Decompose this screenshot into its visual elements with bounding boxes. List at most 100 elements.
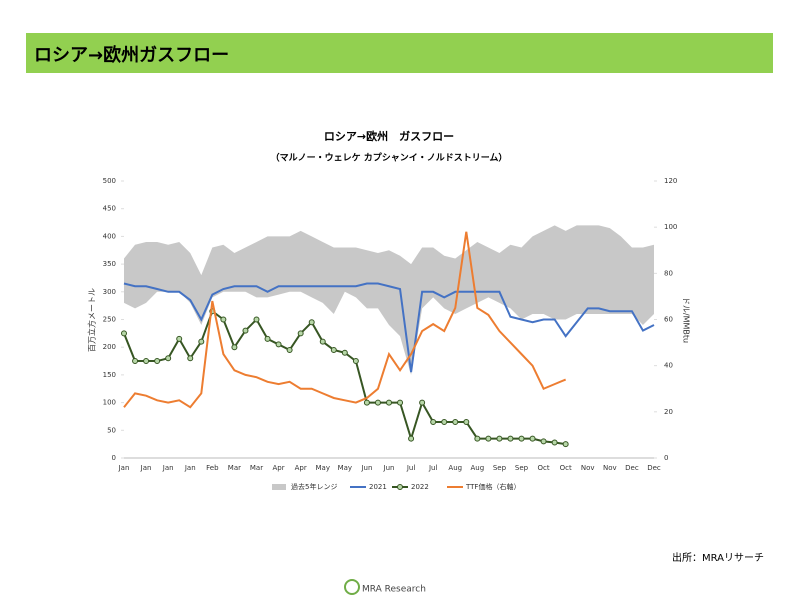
series-marker [419,399,426,406]
y-tick-label: 300 [103,288,116,296]
y-tick-label: 150 [103,371,116,379]
x-tick-label: Sep [493,464,507,472]
x-tick-label: May [338,464,352,472]
x-tick-label: Jun [360,464,372,472]
x-tick-label: Jan [184,464,196,472]
x-tick-label: Nov [603,464,617,472]
series-marker [374,399,381,406]
x-tick-label: Jan [162,464,174,472]
x-tick-label: Jan [140,464,152,472]
header-bar: ロシア→欧州ガスフロー [26,33,773,73]
y-tick-label: 0 [112,454,116,462]
series-marker [518,435,525,442]
series-marker [308,319,315,326]
x-tick-label: Jul [428,464,438,472]
range-area [124,225,654,375]
series-marker [463,418,470,425]
series-marker [165,355,172,362]
x-tick-label: Feb [206,464,219,472]
legend-label: 過去5年レンジ [291,482,337,491]
y-axis-label: 百万立方メートル [87,288,97,352]
series-marker [231,344,238,351]
x-tick-label: Aug [448,464,462,472]
series-marker [430,418,437,425]
series-marker [363,399,370,406]
series-marker [297,330,304,337]
y-tick-label: 450 [103,205,116,213]
series-marker [176,335,183,342]
series-marker [474,435,481,442]
series-marker [529,435,536,442]
x-tick-label: Nov [581,464,595,472]
y-tick-label: 100 [103,399,116,407]
y2-axis-label: ドル/MMBtu [682,297,691,343]
legend-label: 2021 [369,483,387,491]
y2-tick-label: 100 [664,223,677,231]
x-tick-label: Aug [470,464,484,472]
y2-tick-label: 60 [664,316,673,324]
y-tick-label: 400 [103,232,116,240]
series-marker [143,358,150,365]
series-marker [562,441,569,448]
series-marker [264,335,271,342]
series-marker [220,316,227,323]
x-tick-label: May [316,464,330,472]
y-tick-label: 250 [103,316,116,324]
series-marker [187,355,194,362]
series-marker [485,435,492,442]
series-marker [275,341,282,348]
x-tick-label: Dec [625,464,639,472]
series-marker [397,399,404,406]
series-marker [386,399,392,406]
x-tick-label: Mar [228,464,241,472]
series-marker [242,327,249,334]
legend-label: TTF価格（右軸） [465,482,520,491]
y2-tick-label: 80 [664,269,673,277]
y-tick-label: 350 [103,260,116,268]
x-tick-label: Apr [295,464,307,472]
series-marker [452,418,459,425]
y2-tick-label: 0 [664,454,668,462]
chart-title: ロシア→欧州 ガスフロー [324,129,454,143]
x-tick-label: Jun [383,464,395,472]
x-tick-label: Oct [538,464,550,472]
series-line [123,282,655,373]
x-tick-label: Oct [560,464,572,472]
series-marker [540,438,547,445]
series-marker [507,435,514,442]
logo-icon [344,579,360,595]
header-title: ロシア→欧州ガスフロー [34,45,230,66]
x-tick-label: Mar [250,464,263,472]
series-marker [198,338,205,345]
x-tick-label: Jul [406,464,416,472]
series-marker [352,358,359,365]
y-tick-label: 50 [107,426,116,434]
series-line [123,231,567,409]
x-tick-label: Jan [118,464,130,472]
series-marker [319,338,326,345]
y-tick-label: 200 [103,343,116,351]
y2-tick-label: 40 [664,362,673,370]
series-marker [441,418,448,425]
y-tick-label: 500 [103,177,116,185]
legend-marker [397,484,403,490]
y2-tick-label: 120 [664,177,677,185]
series-marker [154,358,161,365]
series-marker [408,435,415,442]
series-marker [496,435,503,442]
source: 出所：MRAリサーチ [672,551,764,564]
legend-label: 2022 [411,483,429,491]
series-marker [330,346,337,353]
legend-swatch [272,484,286,490]
series-marker [551,439,558,446]
chart-subtitle: （マルノー・ウェレケ カプシャンイ・ノルドストリーム） [271,152,508,164]
series-marker [132,358,139,365]
series-marker [253,316,260,323]
logo-text: MRA Research [362,585,426,595]
x-tick-label: Sep [515,464,529,472]
series-marker [121,330,127,337]
x-tick-label: Dec [647,464,661,472]
series-marker [286,346,293,353]
